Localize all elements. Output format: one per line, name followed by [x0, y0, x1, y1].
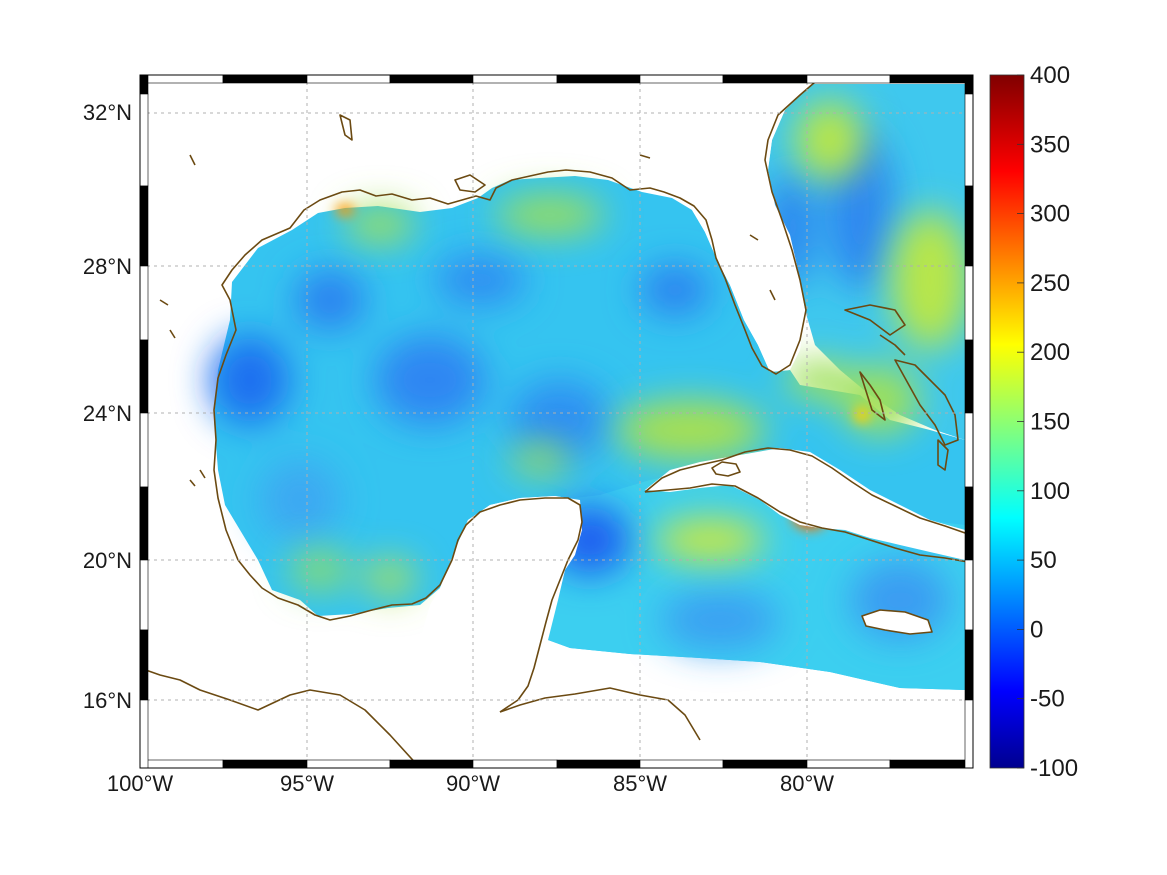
- frame-segment: [889, 74, 974, 84]
- frame-segment: [139, 74, 149, 95]
- frame-segment: [139, 486, 149, 561]
- frame-segment: [472, 74, 558, 84]
- colorbar-tick-label: 250: [1030, 270, 1070, 297]
- bahamas-coastline: [844, 304, 959, 446]
- colorbar-tick-label: 350: [1030, 131, 1070, 158]
- central-america-coastline: [139, 667, 421, 769]
- x-tick-label: 95°W: [280, 771, 334, 796]
- frame-segment: [139, 339, 149, 414]
- coastlines: [139, 75, 969, 769]
- frame-segment: [722, 759, 808, 769]
- frame-segment: [806, 74, 891, 84]
- frame-segment: [964, 265, 974, 341]
- colorbar-tick-label: -50: [1030, 686, 1065, 713]
- colorbar-tick-label: 300: [1030, 201, 1070, 228]
- y-tick-label: 24°N: [83, 401, 132, 426]
- islands-coastline: [159, 114, 949, 487]
- frame-segment: [639, 74, 724, 84]
- isle-of-youth-coastline: [711, 461, 741, 477]
- frame-segment: [964, 185, 974, 267]
- colorbar-tick-label: 50: [1030, 547, 1057, 574]
- y-tick-label: 28°N: [83, 254, 132, 279]
- frame-segment: [389, 759, 474, 769]
- frame-segment: [222, 74, 308, 84]
- cuba-coastline: [644, 447, 969, 563]
- frame-segment: [964, 699, 974, 769]
- frame-segment: [964, 486, 974, 561]
- frame-segment: [389, 74, 474, 84]
- frame-segment: [139, 759, 224, 769]
- frame-border: [139, 74, 974, 769]
- frame-segment: [139, 93, 149, 187]
- frame-segment: [964, 339, 974, 414]
- colorbar-tick-label: 150: [1030, 409, 1070, 436]
- frame-segment: [964, 629, 974, 701]
- colorbar-tick-label: 100: [1030, 478, 1070, 505]
- frame-segment: [964, 412, 974, 488]
- frame-segment: [556, 759, 641, 769]
- x-tick-label: 80°W: [780, 771, 834, 796]
- mexico-coastline: [237, 497, 583, 713]
- frame-segment: [139, 74, 224, 84]
- frame-segment: [639, 759, 724, 769]
- colorbar: 400 350 300 250 200 150 100 50 0 -50 -100: [989, 62, 1078, 782]
- frame-segment: [139, 265, 149, 341]
- colorbar-tick-label: -100: [1030, 755, 1078, 782]
- frame-segment: [139, 412, 149, 488]
- frame-segment: [556, 74, 641, 84]
- frame-segment: [139, 629, 149, 701]
- frame-segment: [964, 93, 974, 187]
- frame-segment: [139, 559, 149, 631]
- x-tick-label: 85°W: [613, 771, 667, 796]
- colorbar-tick-label: 0: [1030, 616, 1043, 643]
- frame-segment: [722, 74, 808, 84]
- colorbar-tick-label: 200: [1030, 339, 1070, 366]
- frame-segment: [472, 759, 558, 769]
- y-tick-label: 20°N: [83, 548, 132, 573]
- frame-segment: [306, 759, 391, 769]
- y-tick-label: 16°N: [83, 688, 132, 713]
- y-axis-labels: 32°N 28°N 24°N 20°N 16°N: [83, 100, 132, 713]
- frame-segment: [964, 74, 974, 95]
- frame-segment: [222, 759, 308, 769]
- frame-segment: [806, 759, 891, 769]
- frame-segment: [139, 185, 149, 267]
- jamaica-coastline: [861, 609, 933, 635]
- data-field: [140, 84, 970, 768]
- frame-segment: [306, 74, 391, 84]
- y-tick-label: 32°N: [83, 100, 132, 125]
- x-axis-labels: 100°W 95°W 90°W 85°W 80°W: [107, 771, 834, 796]
- gridlines: [140, 75, 973, 768]
- frame-segment: [964, 559, 974, 631]
- colorbar-tick-label: 400: [1030, 62, 1070, 89]
- x-tick-label: 100°W: [107, 771, 174, 796]
- frame-segment: [889, 759, 974, 769]
- colorbar-ticks: 400 350 300 250 200 150 100 50 0 -50 -100: [1017, 62, 1078, 782]
- gulf-coastline: [213, 75, 823, 561]
- x-tick-label: 90°W: [446, 771, 500, 796]
- frame-segment: [139, 699, 149, 769]
- map-frame: [139, 74, 974, 769]
- honduras-coastline: [499, 687, 701, 741]
